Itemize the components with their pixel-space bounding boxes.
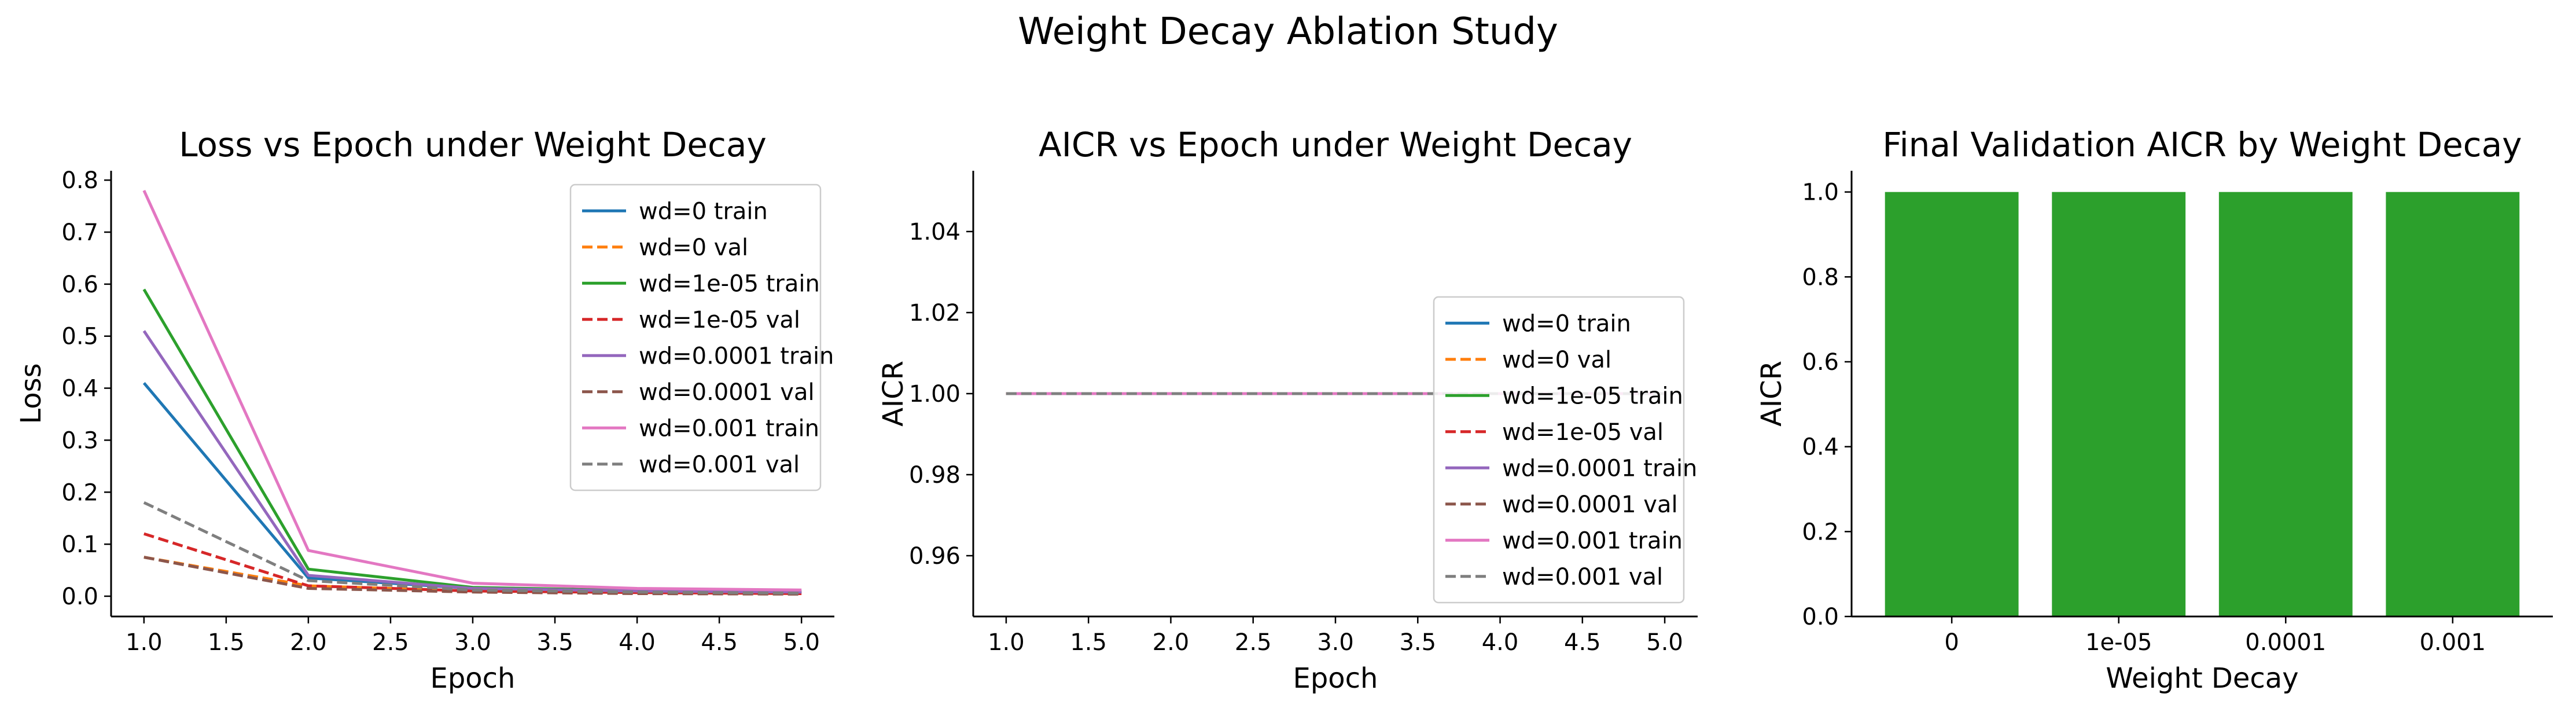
y-tick-label: 1.0 [1802,179,1839,206]
x-tick-label: 5.0 [1646,629,1683,656]
bar-0 [1885,192,2019,617]
x-axis-label: Weight Decay [2106,662,2298,695]
x-tick-label: 0.0001 [2245,629,2326,656]
bar-2 [2218,192,2353,617]
bar-1 [2052,192,2186,617]
y-tick-label: 0.0 [61,583,98,610]
x-tick-label: 4.5 [701,629,738,656]
x-tick-label: 3.0 [1317,629,1354,656]
y-tick-label: 1.02 [909,300,961,326]
y-tick-label: 0.0 [1802,604,1839,630]
y-tick-label: 0.6 [61,271,98,298]
x-tick-label: 1.0 [126,629,163,656]
y-tick-label: 1.04 [909,219,961,245]
legend-label: wd=0.001 val [1502,564,1663,590]
y-tick-label: 1.00 [909,381,961,408]
y-tick-label: 0.1 [61,531,98,558]
chart-title: Loss vs Epoch under Weight Decay [179,125,767,164]
legend-label: wd=1e-05 train [1502,383,1683,409]
x-tick-label: 4.0 [1482,629,1519,656]
y-tick-label: 0.8 [1802,264,1839,291]
x-tick-label: 1.0 [988,629,1025,656]
x-tick-label: 3.5 [1399,629,1436,656]
y-axis-label: AICR [1756,361,1788,427]
legend-label: wd=0 train [639,198,768,225]
legend-label: wd=0.001 train [1502,527,1683,554]
x-axis-label: Epoch [430,662,516,695]
legend-label: wd=1e-05 val [1502,419,1664,446]
x-tick-label: 5.0 [783,629,820,656]
y-tick-label: 0.2 [61,479,98,506]
y-tick-label: 0.96 [909,543,961,570]
legend: wd=0 train wd=0 val wd=1e-05 train wd=1e-05… [1433,296,1697,604]
x-tick-label: 2.5 [372,629,409,656]
legend-label: wd=1e-05 val [639,307,800,333]
loss-chart: Loss vs Epoch under Weight Decay Epoch Los… [15,125,834,695]
x-tick-label: 2.5 [1235,629,1272,656]
chart-title: AICR vs Epoch under Weight Decay [1039,125,1632,164]
x-tick-label: 3.0 [454,629,491,656]
legend-label: wd=0 val [639,234,748,261]
legend-label: wd=0.0001 val [639,379,815,406]
x-tick-label: 0 [1944,629,1959,656]
x-axis-label: Epoch [1293,662,1378,695]
x-tick-label: 1e-05 [2085,629,2152,656]
y-axis-label: Loss [15,363,47,424]
y-tick-label: 0.7 [61,219,98,246]
legend-label: wd=0.001 val [639,452,800,478]
x-tick-label: 2.0 [290,629,327,656]
chart-title: Final Validation AICR by Weight Decay [1882,125,2522,164]
y-tick-label: 0.5 [61,324,98,350]
y-tick-label: 0.4 [61,376,98,402]
figure-title: Weight Decay Ablation Study [1018,10,1558,53]
x-tick-label: 0.001 [2420,629,2486,656]
x-tick-label: 4.5 [1564,629,1601,656]
legend-box [1433,296,1685,604]
legend-box [569,183,822,491]
legend-label: wd=0.0001 train [639,343,834,369]
x-tick-label: 2.0 [1153,629,1190,656]
x-tick-label: 4.0 [619,629,656,656]
y-tick-label: 0.98 [909,462,961,489]
legend-label: wd=0.0001 train [1502,455,1697,482]
y-tick-label: 0.4 [1802,434,1839,461]
series-line-7 [143,501,802,595]
x-tick-label: 1.5 [208,629,245,656]
legend-label: wd=0.0001 val [1502,491,1678,518]
legend-label: wd=0 train [1502,310,1631,337]
y-tick-label: 0.8 [61,167,98,194]
aicr-chart: AICR vs Epoch under Weight Decay Epoch AIC… [877,125,1698,695]
final-aicr-bar-chart: Final Validation AICR by Weight Decay Wei… [1756,125,2553,695]
y-tick-label: 0.2 [1802,519,1839,545]
y-tick-label: 0.6 [1802,349,1839,376]
legend: wd=0 train wd=0 val wd=1e-05 train wd=1e-05… [569,183,834,491]
legend-label: wd=0.001 train [639,415,819,442]
series-line-6 [142,190,802,592]
legend-label: wd=1e-05 train [639,270,820,297]
x-tick-label: 3.5 [536,629,573,656]
legend-label: wd=0 val [1502,347,1611,373]
x-tick-label: 1.5 [1070,629,1107,656]
bar-3 [2386,192,2520,617]
y-axis-label: AICR [877,361,910,427]
y-tick-label: 0.3 [61,427,98,454]
